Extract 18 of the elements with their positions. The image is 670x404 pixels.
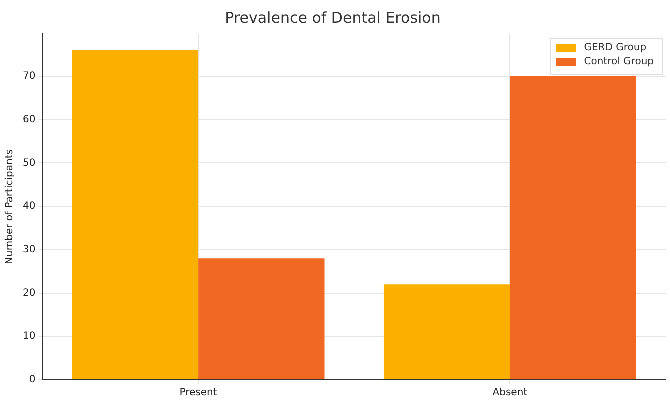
bar [384, 284, 510, 380]
legend-label: Control Group [584, 56, 654, 68]
bar [510, 76, 636, 380]
y-tick-label: 60 [22, 114, 36, 126]
chart-title: Prevalence of Dental Erosion [225, 8, 441, 27]
y-tick-label: 30 [22, 244, 36, 256]
y-axis-title: Number of Participants [4, 150, 16, 264]
bar [72, 50, 199, 380]
y-tick-label: 40 [22, 201, 36, 212]
y-tick-label: 20 [22, 288, 36, 299]
y-tick-label: 0 [29, 374, 36, 386]
x-tick-label: Present [180, 388, 218, 399]
bar [198, 258, 325, 380]
x-tick-label: Absent [492, 388, 528, 399]
legend-label: GERD Group [584, 42, 647, 54]
y-tick-label: 10 [22, 331, 36, 342]
y-tick-label: 50 [22, 158, 36, 169]
y-tick-label: 70 [22, 71, 36, 82]
